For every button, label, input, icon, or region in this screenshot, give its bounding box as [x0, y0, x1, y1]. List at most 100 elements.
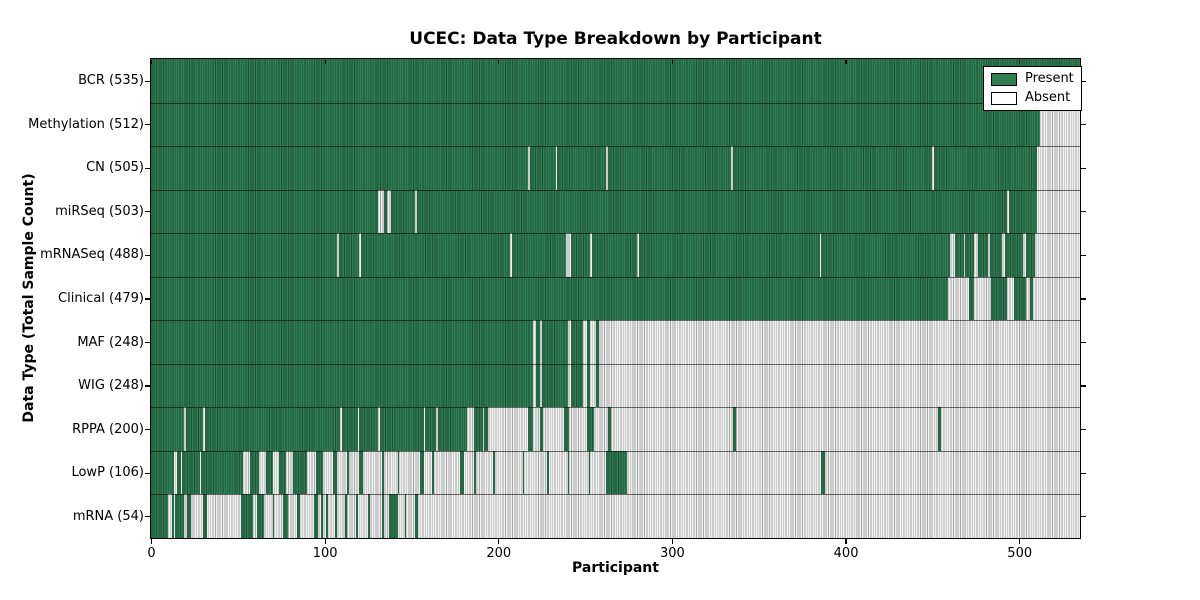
x-tick [324, 539, 326, 544]
x-tick-top-stub [671, 59, 674, 64]
legend-item-absent: Absent [991, 91, 1074, 105]
present-segment [345, 494, 348, 538]
present-segment [201, 450, 244, 495]
present-segment [732, 407, 737, 451]
present-segment [265, 450, 273, 495]
present-segment [541, 363, 568, 408]
y-tick-right [1081, 254, 1086, 257]
heatmap-row-CN [151, 146, 1080, 190]
present-segment [571, 233, 591, 277]
x-tick-top-stub [324, 59, 326, 64]
y-tick-label: MAF (248) [77, 334, 144, 350]
present-segment [359, 407, 379, 451]
present-segment [536, 320, 540, 364]
present-segment [368, 494, 370, 538]
present-segment [171, 494, 174, 538]
present-segment [151, 494, 169, 538]
x-tick-label: 400 [833, 546, 859, 561]
y-tick-label: mRNASeq (488) [40, 247, 144, 263]
present-segment [564, 407, 570, 451]
present-segment [151, 450, 174, 495]
y-tick-left [145, 516, 150, 518]
present-segment [151, 233, 337, 277]
legend-label-absent: Absent [1025, 90, 1071, 105]
heatmap-row-mRNA [151, 494, 1080, 538]
present-segment [541, 320, 568, 364]
present-segment [333, 450, 337, 495]
present-segment [335, 494, 337, 538]
legend: Present Absent [983, 66, 1082, 111]
row-separator [151, 494, 1080, 496]
y-tick-right [1081, 429, 1086, 431]
present-segment [937, 407, 942, 451]
present-segment [175, 494, 184, 538]
x-tick-label: 100 [312, 546, 338, 561]
y-tick-label: CN (505) [86, 160, 144, 176]
present-segment [529, 146, 556, 190]
present-segment [965, 233, 975, 277]
y-tick-label: miRSeq (503) [55, 203, 144, 219]
present-segment [151, 59, 1080, 103]
x-tick-top-stub [498, 59, 500, 64]
heatmap-row-RPPA [151, 407, 1080, 451]
present-segment [968, 276, 975, 321]
present-segment [1008, 189, 1037, 234]
present-segment [383, 189, 388, 234]
y-tick-label: Methylation (512) [28, 116, 144, 132]
present-segment [1026, 233, 1035, 277]
present-segment [522, 450, 525, 495]
present-segment [821, 450, 825, 495]
legend-swatch-absent [991, 91, 1017, 105]
present-segment [732, 146, 933, 190]
x-tick-label: 500 [1007, 546, 1033, 561]
present-segment [425, 407, 436, 451]
x-axis-label: Participant [572, 560, 659, 576]
y-tick-left [145, 385, 150, 387]
present-segment [1029, 276, 1034, 321]
present-segment [361, 233, 511, 277]
y-tick-right [1081, 516, 1086, 518]
present-segment [473, 407, 483, 451]
row-separator [151, 450, 1080, 452]
present-segment [177, 450, 181, 495]
x-tick-label: 200 [486, 546, 512, 561]
x-tick-label: 300 [660, 546, 685, 561]
present-segment [338, 233, 360, 277]
x-tick [498, 539, 500, 544]
y-tick-left [145, 341, 150, 344]
y-tick-right [1081, 298, 1086, 300]
y-tick-label: BCR (535) [78, 73, 144, 89]
present-segment [586, 407, 594, 451]
legend-swatch-present [991, 72, 1017, 86]
y-tick-right [1081, 211, 1086, 213]
present-segment [151, 276, 949, 321]
present-segment [185, 407, 204, 451]
present-segment [571, 363, 584, 408]
x-tick [671, 539, 674, 544]
y-tick-right [1081, 472, 1086, 474]
y-tick-left [145, 254, 150, 257]
chart-title: UCEC: Data Type Breakdown by Participant [409, 29, 822, 49]
present-segment [557, 146, 606, 190]
present-segment [296, 494, 301, 538]
present-segment [397, 450, 400, 495]
legend-label-present: Present [1025, 71, 1074, 86]
present-segment [404, 494, 407, 538]
heatmap-row-miRSeq [151, 189, 1080, 234]
y-tick-label: RPPA (200) [72, 421, 144, 437]
present-segment [473, 450, 476, 495]
y-tick-label: WIG (248) [78, 378, 144, 394]
present-segment [977, 233, 988, 277]
present-segment [595, 363, 599, 408]
present-segment [954, 233, 964, 277]
present-segment [536, 363, 540, 408]
present-segment [588, 450, 591, 495]
present-segment [989, 233, 1002, 277]
heatmap-row-LowP [151, 450, 1080, 495]
present-segment [315, 450, 323, 495]
heatmap-plot-area [151, 59, 1080, 538]
present-segment [355, 494, 358, 538]
x-tick [845, 539, 847, 544]
present-segment [326, 494, 329, 538]
present-segment [460, 450, 464, 495]
